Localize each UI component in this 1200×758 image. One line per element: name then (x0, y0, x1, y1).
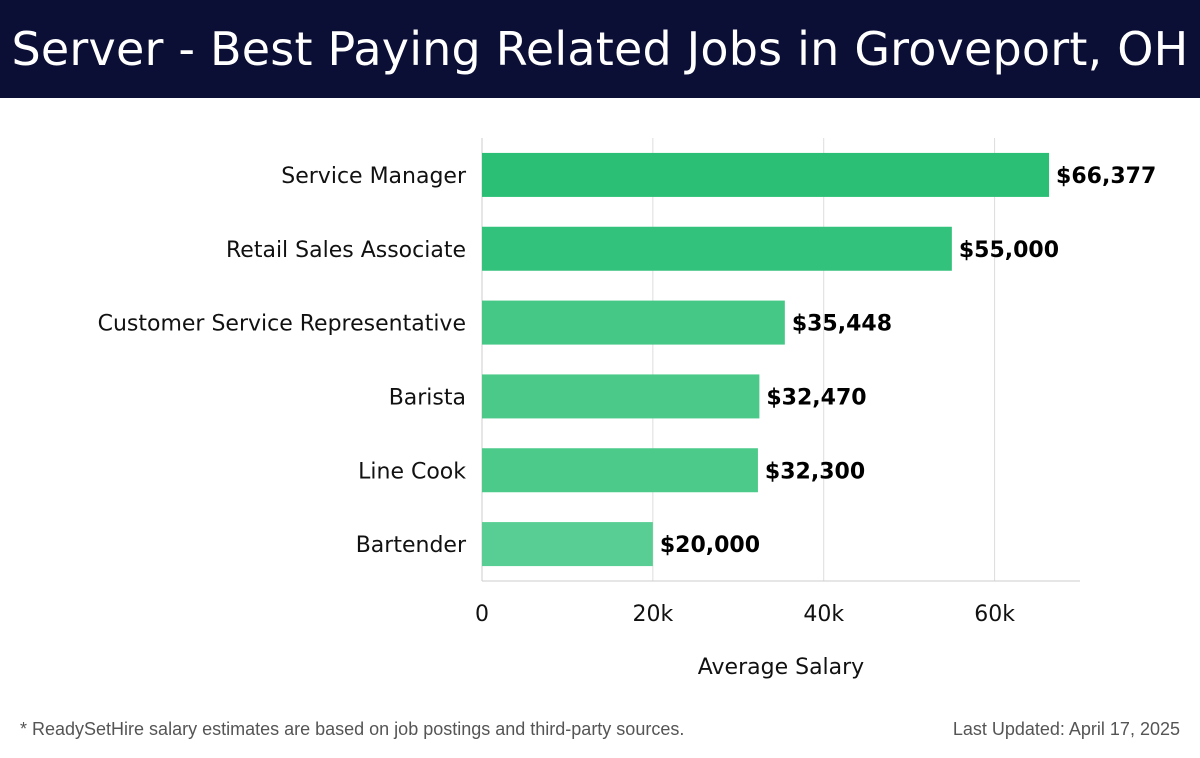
bar (482, 300, 785, 345)
category-label: Bartender (356, 533, 467, 558)
bar (482, 448, 758, 493)
labels: 0 20k 40k 60k Service Manager $66,377 Retail S… (98, 164, 1157, 627)
x-tick-label: 40k (803, 602, 844, 627)
chart-title: Server - Best Paying Related Jobs in Gro… (11, 22, 1189, 76)
grid-lines (481, 138, 1080, 582)
x-tick-label: 60k (974, 602, 1015, 627)
category-label: Customer Service Representative (98, 312, 466, 337)
bar-chart: 0 20k 40k 60k Service Manager $66,377 Retail S… (98, 138, 1157, 680)
category-label: Service Manager (281, 164, 467, 189)
bar (482, 152, 1050, 197)
x-tick-label: 0 (475, 602, 489, 627)
source-footnote: * ReadySetHire salary estimates are base… (20, 719, 685, 739)
value-label: $35,448 (792, 312, 892, 337)
value-label: $20,000 (660, 533, 760, 558)
bar (482, 374, 760, 419)
value-label: $32,470 (766, 385, 866, 410)
bar (482, 226, 952, 271)
chart-header: Server - Best Paying Related Jobs in Gro… (0, 0, 1200, 98)
category-label: Retail Sales Associate (226, 238, 466, 263)
value-label: $32,300 (765, 459, 865, 484)
bars (482, 152, 1050, 567)
category-label: Barista (389, 385, 466, 410)
x-tick-label: 20k (632, 602, 673, 627)
value-label: $55,000 (959, 238, 1059, 263)
category-label: Line Cook (358, 459, 466, 484)
value-label: $66,377 (1056, 164, 1156, 189)
bar (482, 522, 653, 567)
last-updated: Last Updated: April 17, 2025 (952, 719, 1180, 739)
x-axis-label: Average Salary (698, 655, 864, 680)
